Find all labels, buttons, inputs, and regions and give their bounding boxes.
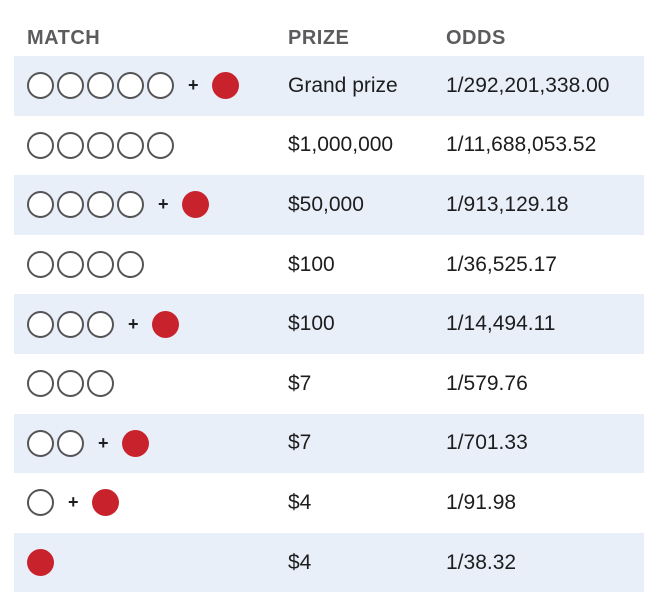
plus-sign: + bbox=[128, 313, 139, 334]
odds-cell: 1/11,688,053.52 bbox=[446, 133, 597, 157]
prize-cell: Grand prize bbox=[288, 73, 398, 97]
table-row: + $7 1/701.33 bbox=[14, 413, 644, 474]
match-cell bbox=[14, 370, 288, 398]
prize-cell: $100 bbox=[288, 252, 335, 276]
red-ball-icon bbox=[181, 191, 209, 219]
white-ball-icon bbox=[117, 72, 144, 100]
white-ball-icon bbox=[87, 251, 114, 279]
white-ball-icon bbox=[57, 191, 84, 219]
white-ball-icon bbox=[147, 131, 174, 159]
odds-cell: 1/91.98 bbox=[446, 490, 517, 514]
white-ball-icon bbox=[87, 310, 114, 338]
red-ball-icon bbox=[121, 429, 149, 457]
white-ball-icon bbox=[117, 131, 144, 159]
table-header: MATCH PRIZE ODDS bbox=[14, 0, 644, 56]
prize-cell: $50,000 bbox=[288, 192, 364, 216]
white-ball-icon bbox=[87, 72, 114, 100]
white-ball-icon bbox=[57, 251, 84, 279]
white-ball-icon bbox=[27, 191, 54, 219]
table-row: $100 1/36,525.17 bbox=[14, 235, 644, 295]
white-ball-icon bbox=[27, 370, 54, 398]
match-cell: + bbox=[14, 72, 288, 100]
white-ball-icon bbox=[87, 370, 114, 398]
table-row: $4 1/38.32 bbox=[14, 532, 644, 593]
white-ball-icon bbox=[147, 72, 174, 100]
prize-cell: $1,000,000 bbox=[288, 133, 394, 157]
white-ball-icon bbox=[117, 191, 144, 219]
match-header: MATCH bbox=[27, 27, 101, 49]
match-cell: + bbox=[14, 310, 288, 338]
white-ball-icon bbox=[57, 310, 84, 338]
odds-cell: 1/14,494.11 bbox=[446, 312, 556, 336]
match-cell: + bbox=[14, 429, 288, 457]
white-ball-icon bbox=[57, 429, 84, 457]
odds-cell: 1/292,201,338.00 bbox=[446, 73, 610, 97]
red-ball-icon bbox=[151, 310, 179, 338]
white-ball-icon bbox=[87, 191, 114, 219]
odds-cell: 1/36,525.17 bbox=[446, 252, 557, 276]
table-row: + $50,000 1/913,129.18 bbox=[14, 175, 644, 235]
table-row: + Grand prize 1/292,201,338.00 bbox=[14, 56, 644, 116]
white-ball-icon bbox=[117, 251, 144, 279]
table-row: + $100 1/14,494.11 bbox=[14, 294, 644, 354]
table-row: + $4 1/91.98 bbox=[14, 473, 644, 533]
white-ball-icon bbox=[27, 429, 54, 457]
plus-sign: + bbox=[68, 492, 79, 513]
red-ball-icon bbox=[91, 489, 119, 517]
odds-cell: 1/701.33 bbox=[446, 431, 528, 455]
table-body: + Grand prize 1/292,201,338.00 $1,000,000 1/… bbox=[14, 56, 644, 593]
match-cell bbox=[14, 549, 288, 577]
odds-cell: 1/913,129.18 bbox=[446, 192, 569, 216]
prize-cell: $4 bbox=[288, 550, 312, 574]
table-row: $7 1/579.76 bbox=[14, 354, 644, 414]
white-ball-icon bbox=[27, 310, 54, 338]
prize-cell: $7 bbox=[288, 371, 312, 395]
prize-header: PRIZE bbox=[288, 27, 350, 49]
white-ball-icon bbox=[57, 131, 84, 159]
odds-cell: 1/38.32 bbox=[446, 550, 517, 574]
plus-sign: + bbox=[158, 194, 169, 215]
white-ball-icon bbox=[27, 251, 54, 279]
prize-cell: $100 bbox=[288, 312, 335, 336]
odds-cell: 1/579.76 bbox=[446, 371, 528, 395]
white-ball-icon bbox=[27, 72, 54, 100]
plus-sign: + bbox=[188, 75, 199, 96]
table-row: $1,000,000 1/11,688,053.52 bbox=[14, 116, 644, 176]
match-cell bbox=[14, 251, 288, 279]
match-cell: + bbox=[14, 191, 288, 219]
match-cell: + bbox=[14, 489, 288, 517]
white-ball-icon bbox=[57, 370, 84, 398]
odds-header: ODDS bbox=[446, 27, 506, 49]
prize-cell: $4 bbox=[288, 490, 312, 514]
white-ball-icon bbox=[27, 131, 54, 159]
prize-odds-table: MATCH PRIZE ODDS + Grand prize 1/292,201,3… bbox=[14, 0, 644, 593]
match-cell bbox=[14, 131, 288, 159]
white-ball-icon bbox=[87, 131, 114, 159]
plus-sign: + bbox=[98, 432, 109, 453]
red-ball-icon bbox=[27, 549, 54, 577]
white-ball-icon bbox=[57, 72, 84, 100]
white-ball-icon bbox=[27, 489, 54, 517]
red-ball-icon bbox=[211, 72, 239, 100]
prize-cell: $7 bbox=[288, 431, 312, 455]
